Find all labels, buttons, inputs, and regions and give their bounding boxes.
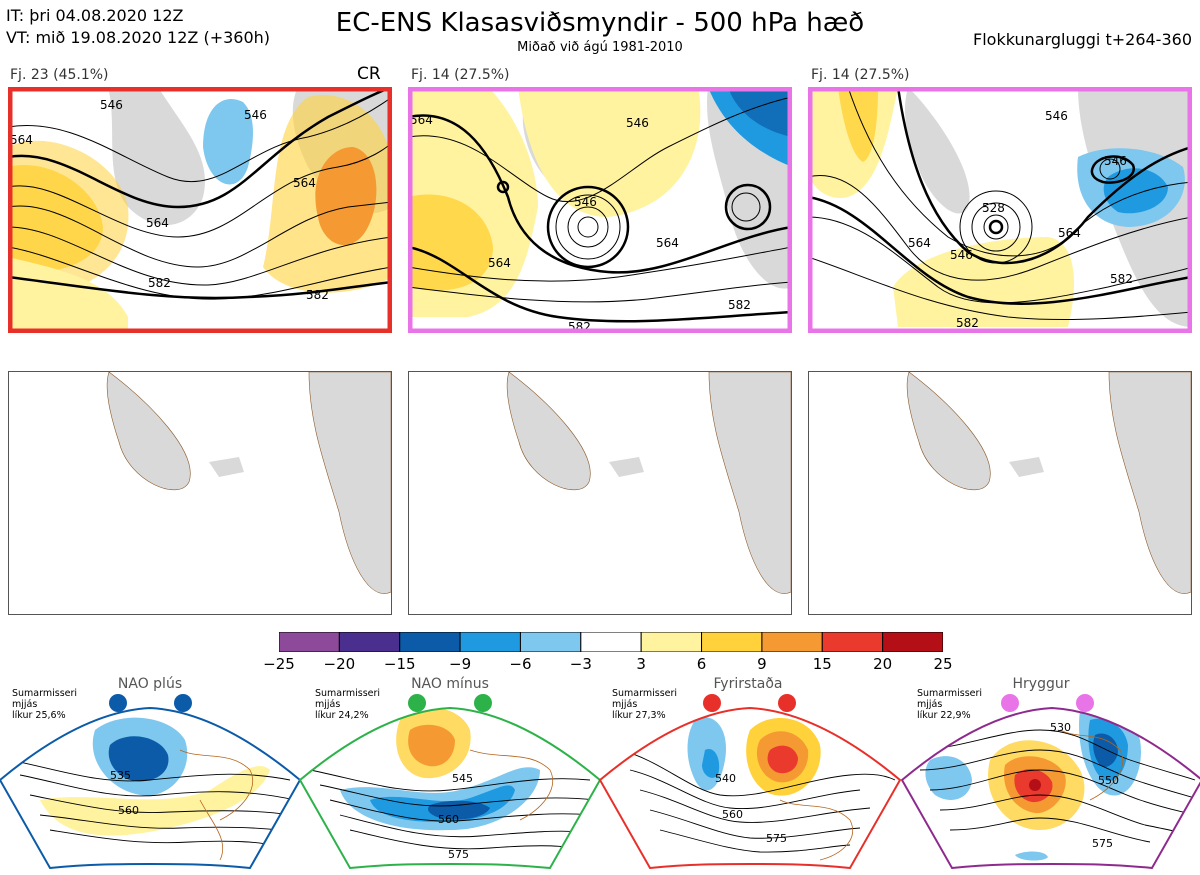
colorbar-tick-label: 20 bbox=[873, 655, 893, 673]
regime-3-marker bbox=[778, 694, 796, 712]
cluster-2-contour-label: 546 bbox=[626, 116, 649, 130]
colorbar-swatch bbox=[640, 631, 703, 653]
colorbar-swatch bbox=[519, 631, 582, 653]
colorbar-swatch bbox=[821, 631, 884, 653]
colorbar-tick-label: 3 bbox=[636, 655, 646, 673]
cluster-1-contour-label: 546 bbox=[244, 108, 267, 122]
cluster-2-frame bbox=[408, 87, 792, 333]
cluster-2-contour-label: 564 bbox=[656, 236, 679, 250]
colorbar-tick-label: 15 bbox=[812, 655, 832, 673]
cluster-2-contour-label: 564 bbox=[410, 113, 433, 127]
regime-1-contour-label: 535 bbox=[110, 769, 131, 782]
header-info: IT: þri 04.08.2020 12Z VT: mið 19.08.202… bbox=[6, 5, 270, 49]
cluster-3-contour-label: 582 bbox=[1110, 272, 1133, 286]
cluster-2-contour-label: 564 bbox=[488, 256, 511, 270]
regime-3-contour-label: 575 bbox=[766, 832, 787, 845]
cluster-1-contour-label: 564 bbox=[293, 176, 316, 190]
regime-4-note: Sumarmisseri mjjás líkur 22,9% bbox=[917, 688, 983, 721]
colorbar-tick-label: −9 bbox=[449, 655, 472, 673]
regime-2-title: NAO mínus bbox=[411, 676, 489, 692]
cluster-map-2: 564 546 564 582 546 564 582 bbox=[408, 87, 792, 333]
cluster-3-contour-label: 546 bbox=[1104, 154, 1127, 168]
regime-4-title: Hryggur bbox=[1012, 676, 1070, 692]
regime-2-marker bbox=[408, 694, 426, 712]
regime-4-marker bbox=[1076, 694, 1094, 712]
colorbar-swatch bbox=[338, 631, 401, 653]
regime-4-border bbox=[900, 706, 1200, 870]
regime-2-marker bbox=[474, 694, 492, 712]
valid-time: VT: mið 19.08.2020 12Z (+360h) bbox=[6, 28, 271, 47]
cluster-1-contour-label: 564 bbox=[10, 133, 33, 147]
colorbar-tick-label: 6 bbox=[696, 655, 707, 673]
colorbar-tick-label: −3 bbox=[569, 655, 592, 673]
regime-1-border bbox=[0, 706, 302, 870]
colorbar-tick-label: −6 bbox=[509, 655, 532, 673]
regime-3-title: Fyrirstaða bbox=[713, 676, 783, 692]
empty-map-3 bbox=[808, 371, 1192, 615]
regime-4-marker bbox=[1001, 694, 1019, 712]
cluster-3-contour-label: 546 bbox=[950, 248, 973, 262]
cluster-1-label: Fj. 23 (45.1%) bbox=[10, 67, 109, 83]
cluster-1-contour-label: 546 bbox=[100, 98, 123, 112]
regime-3-border bbox=[598, 706, 902, 870]
regime-maps: 535 560 545 560 575 bbox=[0, 690, 1200, 871]
regime-1-contour-label: 560 bbox=[118, 804, 139, 817]
page-subtitle: Miðað við ágú 1981-2010 bbox=[517, 40, 683, 55]
colorbar-swatch bbox=[278, 631, 340, 653]
cluster-3-contour-label: 528 bbox=[982, 201, 1005, 215]
regime-4-contour-label: 575 bbox=[1092, 837, 1113, 850]
regime-1-title: NAO plús bbox=[117, 676, 183, 692]
regime-2-contour-label: 575 bbox=[448, 848, 469, 861]
regime-2-border bbox=[298, 706, 602, 870]
colorbar-tick-label: −15 bbox=[383, 655, 416, 673]
cluster-1-contour-label: 564 bbox=[146, 216, 169, 230]
regime-4-contour-label: 550 bbox=[1098, 774, 1119, 787]
empty-map-1 bbox=[8, 371, 392, 615]
colorbar-swatches bbox=[278, 631, 944, 653]
cluster-2-label: Fj. 14 (27.5%) bbox=[411, 67, 510, 83]
regime-3-contour-label: 560 bbox=[722, 808, 743, 821]
colorbar-swatch bbox=[459, 631, 521, 653]
regime-3-contour-label: 540 bbox=[715, 772, 736, 785]
colorbar-swatch bbox=[580, 631, 642, 653]
cluster-2-contour-label: 582 bbox=[728, 298, 751, 312]
clustering-window: Flokkunargluggi t+264-360 bbox=[973, 30, 1192, 49]
cluster-1-frame bbox=[8, 87, 392, 333]
cluster-3-frame bbox=[808, 87, 1192, 333]
cluster-1-contour-label: 582 bbox=[148, 276, 171, 290]
colorbar-tick-label: −25 bbox=[263, 655, 295, 673]
colorbar-swatch bbox=[399, 631, 461, 653]
regime-1-marker bbox=[109, 694, 127, 712]
cluster-3-contour-label: 582 bbox=[956, 316, 979, 330]
colorbar bbox=[278, 631, 944, 653]
initial-time: IT: þri 04.08.2020 12Z bbox=[6, 6, 184, 25]
cluster-2-contour-label: 546 bbox=[574, 195, 597, 209]
cluster-1-tag: CR bbox=[357, 64, 381, 84]
colorbar-tick-label: −20 bbox=[323, 655, 356, 673]
empty-map-2 bbox=[408, 371, 792, 615]
colorbar-swatch bbox=[882, 631, 944, 653]
regime-2-contour-label: 560 bbox=[438, 813, 459, 826]
cluster-3-contour-label: 564 bbox=[1058, 226, 1081, 240]
cluster-map-3: 546 528 546 564 582 582 564 546 bbox=[808, 87, 1192, 333]
colorbar-swatch bbox=[761, 631, 823, 653]
regime-2-contour-label: 545 bbox=[452, 772, 473, 785]
regime-3-note: Sumarmisseri mjjás líkur 27,3% bbox=[612, 688, 678, 721]
cluster-3-label: Fj. 14 (27.5%) bbox=[811, 67, 910, 83]
colorbar-swatch bbox=[701, 631, 763, 653]
colorbar-tick-label: 25 bbox=[933, 655, 953, 673]
regime-1-marker bbox=[174, 694, 192, 712]
cluster-3-contour-label: 546 bbox=[1045, 109, 1068, 123]
regime-1-note: Sumarmisseri mjjás líkur 25,6% bbox=[12, 688, 78, 721]
colorbar-tick-label: 9 bbox=[757, 655, 767, 673]
regime-2-note: Sumarmisseri mjjás líkur 24,2% bbox=[315, 688, 381, 721]
cluster-1-contour-label: 582 bbox=[306, 288, 329, 302]
regime-3-marker bbox=[703, 694, 721, 712]
page-title: EC-ENS Klasasviðsmyndir - 500 hPa hæð bbox=[335, 8, 865, 38]
cluster-map-1: 546 564 564 582 582 564 546 bbox=[8, 87, 392, 333]
cluster-3-contour-label: 564 bbox=[908, 236, 931, 250]
regime-4-contour-label: 530 bbox=[1050, 721, 1071, 734]
